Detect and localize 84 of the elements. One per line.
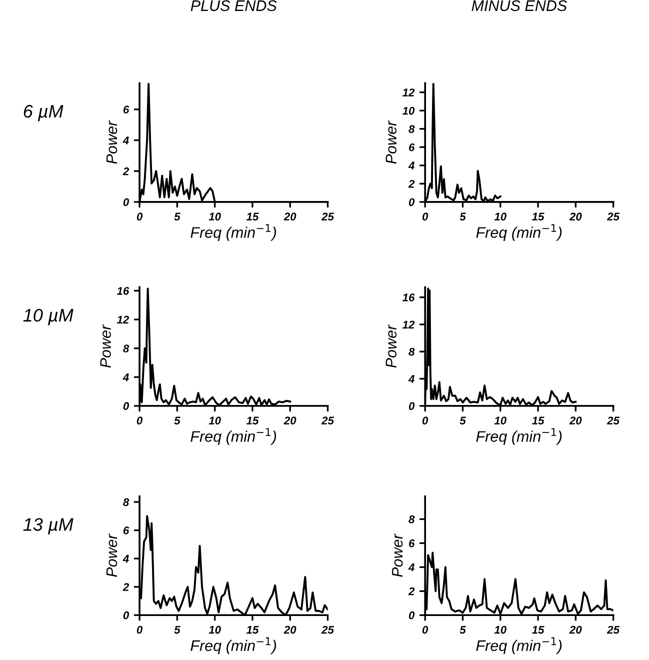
y-tick-label: 2 xyxy=(122,583,130,591)
x-tick-label: 0 xyxy=(136,626,143,634)
y-tick-label: 4 xyxy=(408,162,414,170)
y-tick-label: 4 xyxy=(122,136,129,144)
y-tick-label: 12 xyxy=(402,320,415,328)
y-axis-title: Power xyxy=(106,534,118,577)
y-tick-label: 8 xyxy=(408,125,415,133)
x-tick-label: 5 xyxy=(174,416,180,424)
x-tick-label: 15 xyxy=(246,416,259,424)
x-tick-label: 25 xyxy=(321,416,334,424)
y-tick-label: 4 xyxy=(122,554,129,563)
chart-title: PLUS ENDS xyxy=(190,0,277,12)
text: 13 µM xyxy=(23,518,74,534)
y-tick-label: 0 xyxy=(123,611,130,620)
text: 6 µM xyxy=(24,104,64,122)
x-tick-label: 0 xyxy=(136,416,143,424)
chart-title: MINUS ENDS xyxy=(472,0,567,12)
x-tick-label: 5 xyxy=(460,212,466,221)
x-tick-label: 15 xyxy=(532,416,544,424)
x-tick-label: 10 xyxy=(494,626,506,634)
y-tick-label: 2 xyxy=(408,180,415,188)
y-tick-label: 16 xyxy=(116,286,130,295)
x-tick-label: 25 xyxy=(321,626,334,634)
x-tick-label: 0 xyxy=(136,212,143,221)
y-tick-label: 12 xyxy=(116,316,130,324)
y-tick-label: 6 xyxy=(123,106,130,114)
x-tick-label: 15 xyxy=(246,626,259,634)
x-tick-label: 20 xyxy=(569,626,582,634)
y-tick-label: 2 xyxy=(122,167,130,176)
x-tick-label: 10 xyxy=(494,416,506,424)
x-tick-label: 10 xyxy=(208,626,221,634)
y-tick-label: 4 xyxy=(408,375,414,383)
y-tick-label: 16 xyxy=(402,294,415,302)
x-tick-label: 5 xyxy=(460,626,466,634)
y-tick-label: 12 xyxy=(402,88,415,96)
y-tick-label: 0 xyxy=(408,402,415,410)
x-tick-label: 15 xyxy=(532,212,544,221)
x-axis-title: Freq (min$^{−1}$) xyxy=(190,637,276,654)
y-tick-label: 6 xyxy=(123,526,130,534)
x-axis-title: Freq (min$^{−1}$) xyxy=(190,224,276,241)
y-tick-label: 4 xyxy=(122,373,129,382)
y-tick-label: 0 xyxy=(123,198,130,206)
x-tick-label: 20 xyxy=(284,626,296,634)
x-axis-title: Freq (min$^{−1}$) xyxy=(190,428,276,445)
y-axis-title: Power xyxy=(392,534,403,577)
x-tick-label: 0 xyxy=(422,212,428,221)
y-tick-label: 6 xyxy=(409,539,415,548)
text: 10 µM xyxy=(23,308,74,326)
y-tick-label: 0 xyxy=(408,198,415,206)
x-tick-label: 5 xyxy=(174,212,180,221)
y-axis-title: Power xyxy=(100,324,111,368)
x-tick-label: 15 xyxy=(532,626,544,634)
x-axis-title: Freq (min$^{−1}$) xyxy=(476,224,562,241)
x-tick-label: 20 xyxy=(284,212,296,221)
x-tick-label: 25 xyxy=(606,416,620,424)
y-tick-label: 8 xyxy=(123,344,130,352)
x-axis-title: Freq (min$^{−1}$) xyxy=(476,637,562,654)
y-tick-label: 0 xyxy=(123,402,130,410)
y-axis-title: Power xyxy=(106,120,118,164)
x-tick-label: 5 xyxy=(174,626,180,634)
y-tick-label: 4 xyxy=(408,564,414,572)
x-tick-label: 25 xyxy=(606,212,620,221)
x-axis-title: Freq (min$^{−1}$) xyxy=(476,428,562,445)
x-tick-label: 0 xyxy=(422,416,428,424)
x-tick-label: 10 xyxy=(208,416,221,424)
y-tick-label: 10 xyxy=(402,106,415,115)
x-tick-label: 15 xyxy=(246,212,259,221)
x-tick-label: 0 xyxy=(422,626,428,634)
x-tick-label: 10 xyxy=(208,212,221,221)
x-tick-label: 20 xyxy=(284,416,296,424)
x-tick-label: 10 xyxy=(494,212,506,221)
x-tick-label: 5 xyxy=(460,416,466,424)
y-axis-title: Power xyxy=(386,120,397,164)
y-tick-label: 6 xyxy=(409,143,415,152)
y-tick-label: 0 xyxy=(408,611,415,620)
y-axis-title: Power xyxy=(386,324,397,368)
y-tick-label: 8 xyxy=(123,498,130,506)
x-tick-label: 25 xyxy=(321,212,334,221)
y-tick-label: 2 xyxy=(408,587,415,596)
x-tick-label: 25 xyxy=(606,626,620,634)
y-tick-label: 8 xyxy=(408,348,415,356)
y-tick-label: 8 xyxy=(408,515,415,524)
x-tick-label: 20 xyxy=(569,416,582,424)
x-tick-label: 20 xyxy=(569,212,582,221)
